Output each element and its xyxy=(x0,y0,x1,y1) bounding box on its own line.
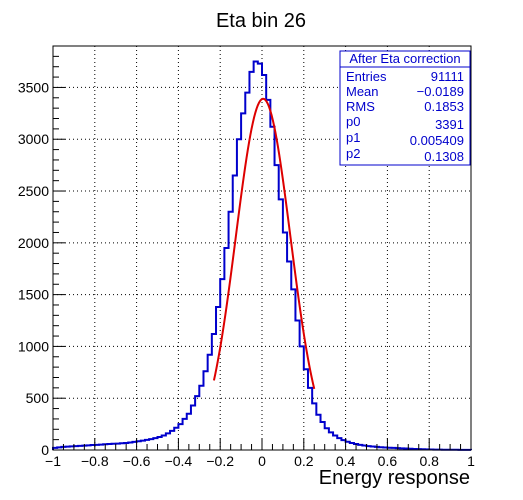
y-tick-label: 0 xyxy=(41,442,49,458)
stats-value-entries: 91111 xyxy=(431,69,464,84)
x-tick-label: −0.8 xyxy=(81,453,109,469)
stats-value-rms: 0.1853 xyxy=(424,99,464,114)
grid-lines xyxy=(53,46,471,450)
x-tick-label: 0.2 xyxy=(294,453,314,469)
stats-value-p2: 0.1308 xyxy=(424,149,464,164)
y-tick-label: 2500 xyxy=(18,183,49,199)
chart-title: Eta bin 26 xyxy=(216,10,306,32)
x-tick-label: −0.2 xyxy=(206,453,234,469)
x-tick-label: 0.6 xyxy=(378,453,398,469)
stats-label-p0: p0 xyxy=(346,114,360,129)
x-tick-label: −0.6 xyxy=(123,453,151,469)
y-tick-label: 3500 xyxy=(18,79,49,95)
y-tick-label: 1000 xyxy=(18,338,49,354)
histogram-outline xyxy=(52,60,472,451)
y-axis: 0 500 1000 1500 2000 2500 3000 3500 xyxy=(18,45,65,458)
x-tick-label: 0.4 xyxy=(336,453,356,469)
x-tick-label: 0 xyxy=(258,453,266,469)
x-tick-label: 0.8 xyxy=(419,453,439,469)
stats-label-mean: Mean xyxy=(346,84,379,99)
x-axis-label: Energy response xyxy=(319,467,470,489)
stats-label-p1: p1 xyxy=(346,130,360,145)
stats-box-frame xyxy=(339,50,471,166)
y-tick-label: 2000 xyxy=(18,235,49,251)
x-axis: −1 −0.8 −0.6 −0.4 −0.2 0 0.2 0.4 0.6 0.8 1 xyxy=(45,438,475,469)
x-tick-label: 1 xyxy=(467,453,475,469)
stats-box: After Eta correction Entries 91111 Mean … xyxy=(339,50,471,166)
histogram-series xyxy=(52,60,472,451)
stats-value-p0: 3391 xyxy=(435,117,464,132)
stats-label-entries: Entries xyxy=(346,69,387,84)
y-tick-label: 1500 xyxy=(18,287,49,303)
y-tick-label: 3000 xyxy=(18,131,49,147)
stats-label-rms: RMS xyxy=(346,99,375,114)
stats-value-p1: 0.005409 xyxy=(410,133,464,148)
x-tick-label: −1 xyxy=(45,453,61,469)
x-tick-label: −0.4 xyxy=(165,453,193,469)
gaussian-fit-curve xyxy=(212,97,316,390)
stats-box-title: After Eta correction xyxy=(349,51,460,66)
y-tick-label: 500 xyxy=(26,390,50,406)
stats-value-mean: −0.0189 xyxy=(417,84,464,99)
stats-label-p2: p2 xyxy=(346,146,360,161)
